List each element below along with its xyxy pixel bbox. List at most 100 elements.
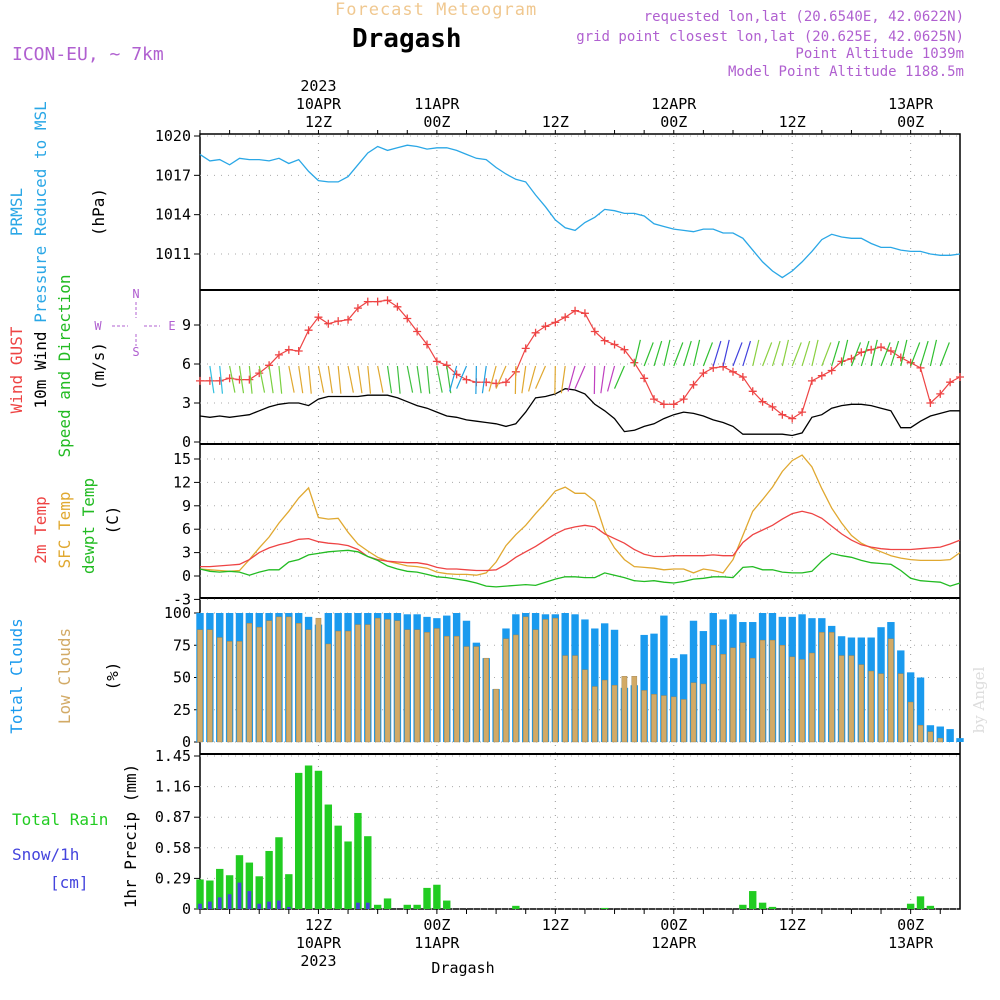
rain-bar — [768, 906, 777, 909]
bottom-time-label: 00Z — [660, 916, 687, 934]
low-clouds-bar — [256, 626, 263, 743]
sfc-temp-line — [199, 454, 961, 576]
wind-gust-marker — [363, 297, 372, 306]
bottom-time-label: 00Z — [423, 916, 450, 934]
wind-gust-marker — [215, 376, 224, 385]
low-clouds-bar — [493, 688, 499, 743]
total-clouds-bar — [591, 628, 599, 742]
wind-gust-marker — [561, 313, 570, 322]
wind-direction-arrow — [929, 339, 938, 367]
requested-coords: requested lon,lat (20.6540E, 42.0622N) — [643, 9, 964, 25]
wind-gust-marker — [314, 313, 323, 322]
snow-bar — [217, 897, 222, 909]
watermark: by Angel — [970, 666, 988, 733]
pressure-ytick-label: 1020 — [155, 127, 191, 145]
low-clouds-bar — [286, 616, 292, 743]
low-clouds-bar — [532, 629, 539, 743]
snow-bar — [286, 906, 291, 909]
rain-bar — [344, 841, 352, 909]
plot-frame — [199, 133, 961, 910]
low-clouds-bar — [878, 673, 884, 743]
wind-gust-marker — [600, 336, 609, 345]
wind-gust-marker — [274, 350, 283, 359]
wind-gust-marker — [393, 302, 402, 311]
top-time-label: 12APR — [651, 95, 697, 113]
low-clouds-bar — [384, 619, 391, 743]
low-clouds-bar — [611, 685, 618, 743]
top-time-label: 00Z — [660, 113, 687, 131]
total-clouds-bar — [956, 738, 964, 742]
wind-direction-arrow — [910, 342, 921, 367]
wind-direction-arrow — [495, 365, 507, 389]
low-clouds-bar — [562, 655, 568, 743]
low-clouds-bar — [927, 731, 934, 743]
snow-bar — [237, 882, 242, 909]
wind-direction-arrow — [488, 365, 497, 392]
wind-direction-arrow — [732, 342, 743, 367]
top-time-label: 12Z — [542, 113, 569, 131]
bottom-time-label: 10APR — [296, 934, 342, 952]
total-clouds-bar — [916, 677, 925, 742]
wind-direction-arrow — [702, 342, 714, 367]
wind-gust-marker — [432, 357, 441, 366]
rain-bar — [275, 837, 283, 909]
wind-gust-marker — [886, 347, 895, 355]
low-clouds-bar — [276, 616, 282, 743]
snow-bar — [247, 891, 252, 909]
wind-gust-marker — [541, 322, 550, 331]
rain-bar — [314, 770, 323, 909]
pressure-unit: (hPa) — [89, 188, 108, 236]
rain-bar — [373, 904, 382, 909]
low-clouds-bar — [552, 617, 559, 743]
low-clouds-bar — [819, 632, 825, 743]
wind-gust-marker — [235, 375, 244, 384]
low-clouds-bar — [374, 617, 381, 743]
wind-speed-line — [199, 388, 960, 437]
pressure-ytick-label: 1011 — [155, 245, 191, 263]
dewpt-temp-line — [199, 549, 961, 588]
rain-bar — [196, 879, 204, 909]
wind-direction-arrow — [606, 365, 616, 392]
wind-direction-arrow — [831, 340, 840, 367]
wind-gust-marker — [245, 375, 254, 384]
wind-direction-arrow — [683, 340, 692, 367]
precip-ytick-label: 0.29 — [155, 869, 191, 887]
clouds-ytick-label: 75 — [173, 636, 191, 654]
temp-ytick-label: 0 — [182, 567, 191, 585]
temp-ytick-label: 3 — [182, 544, 191, 562]
wind-gust-marker — [501, 378, 510, 387]
wind-gust-marker — [304, 326, 313, 335]
wind-direction-arrow — [613, 365, 625, 389]
wind-gust-marker — [936, 389, 945, 398]
low-clouds-bar — [858, 664, 865, 743]
top-time-label: 00Z — [423, 113, 450, 131]
wind-gust-marker — [590, 327, 599, 336]
rain-bar — [413, 904, 421, 909]
top-time-label: 10APR — [296, 95, 342, 113]
rain-bar — [433, 884, 441, 909]
wind-speed-dir-label: Speed and Direction — [55, 274, 74, 457]
bottom-time-label: 12Z — [305, 916, 332, 934]
low-clouds-bar — [443, 636, 450, 743]
model-label: ICON-EU, ~ 7km — [12, 44, 164, 65]
wind-gust-marker — [758, 397, 767, 406]
low-clouds-bar — [907, 701, 914, 743]
compass-rose — [112, 302, 160, 346]
wind-direction-arrow — [307, 365, 312, 394]
rain-bar — [906, 903, 915, 909]
wind-gust-marker — [679, 395, 688, 404]
wind-gust-marker — [353, 304, 362, 313]
low-clouds-bar — [216, 637, 223, 743]
rain-bar — [324, 804, 333, 909]
wind-gust-marker — [580, 309, 589, 318]
precip-ytick-label: 1.45 — [155, 747, 191, 765]
precip-ytick-label: 0.87 — [155, 808, 191, 826]
low-clouds-bar — [651, 694, 657, 743]
wind-direction-arrow — [238, 365, 245, 394]
low-clouds-bar — [769, 639, 776, 743]
wind-direction-arrow — [633, 339, 641, 367]
low-clouds-bar — [404, 629, 411, 743]
wind-direction-arrow — [426, 365, 431, 394]
wind-direction-arrow — [663, 339, 671, 367]
low-clouds-bar — [414, 629, 420, 743]
